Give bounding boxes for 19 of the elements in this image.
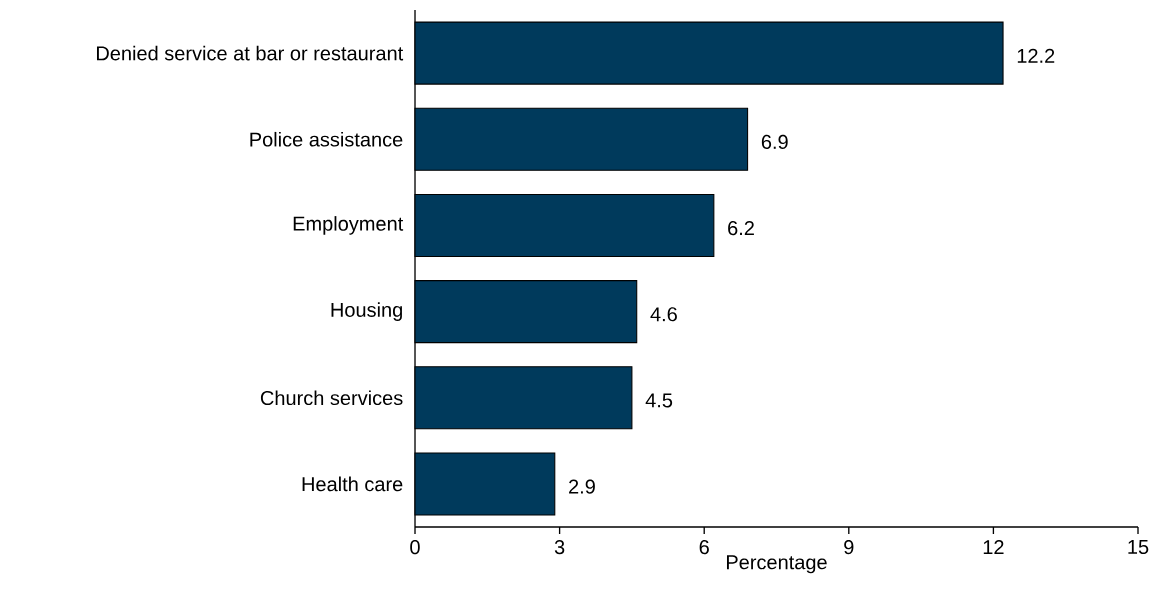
- x-tick-label: 15: [1128, 540, 1149, 554]
- x-tick-label: 9: [844, 540, 854, 555]
- x-tick-label: 0: [410, 540, 420, 555]
- y-tick-label: Employment: [293, 216, 404, 235]
- data-label: 6.9: [761, 134, 788, 149]
- data-label: 12.2: [1017, 48, 1055, 63]
- data-label: 4.5: [645, 393, 673, 408]
- data-label: 4.6: [650, 307, 677, 322]
- y-tick-label: Denied service at bar or restaurant: [96, 45, 404, 61]
- y-tick-label: Police assistance: [250, 131, 403, 147]
- x-tick-label: 12: [983, 540, 1004, 555]
- y-tick-label: Church services: [260, 390, 403, 406]
- data-label: 2.9: [569, 479, 595, 494]
- y-tick-label: Health care: [302, 476, 403, 492]
- x-axis-title: Percentage: [726, 555, 827, 574]
- data-label: 6.2: [728, 221, 754, 236]
- x-tick-label: 6: [699, 540, 709, 555]
- x-tick-label: 3: [554, 540, 565, 555]
- y-tick-label: Housing: [331, 302, 402, 321]
